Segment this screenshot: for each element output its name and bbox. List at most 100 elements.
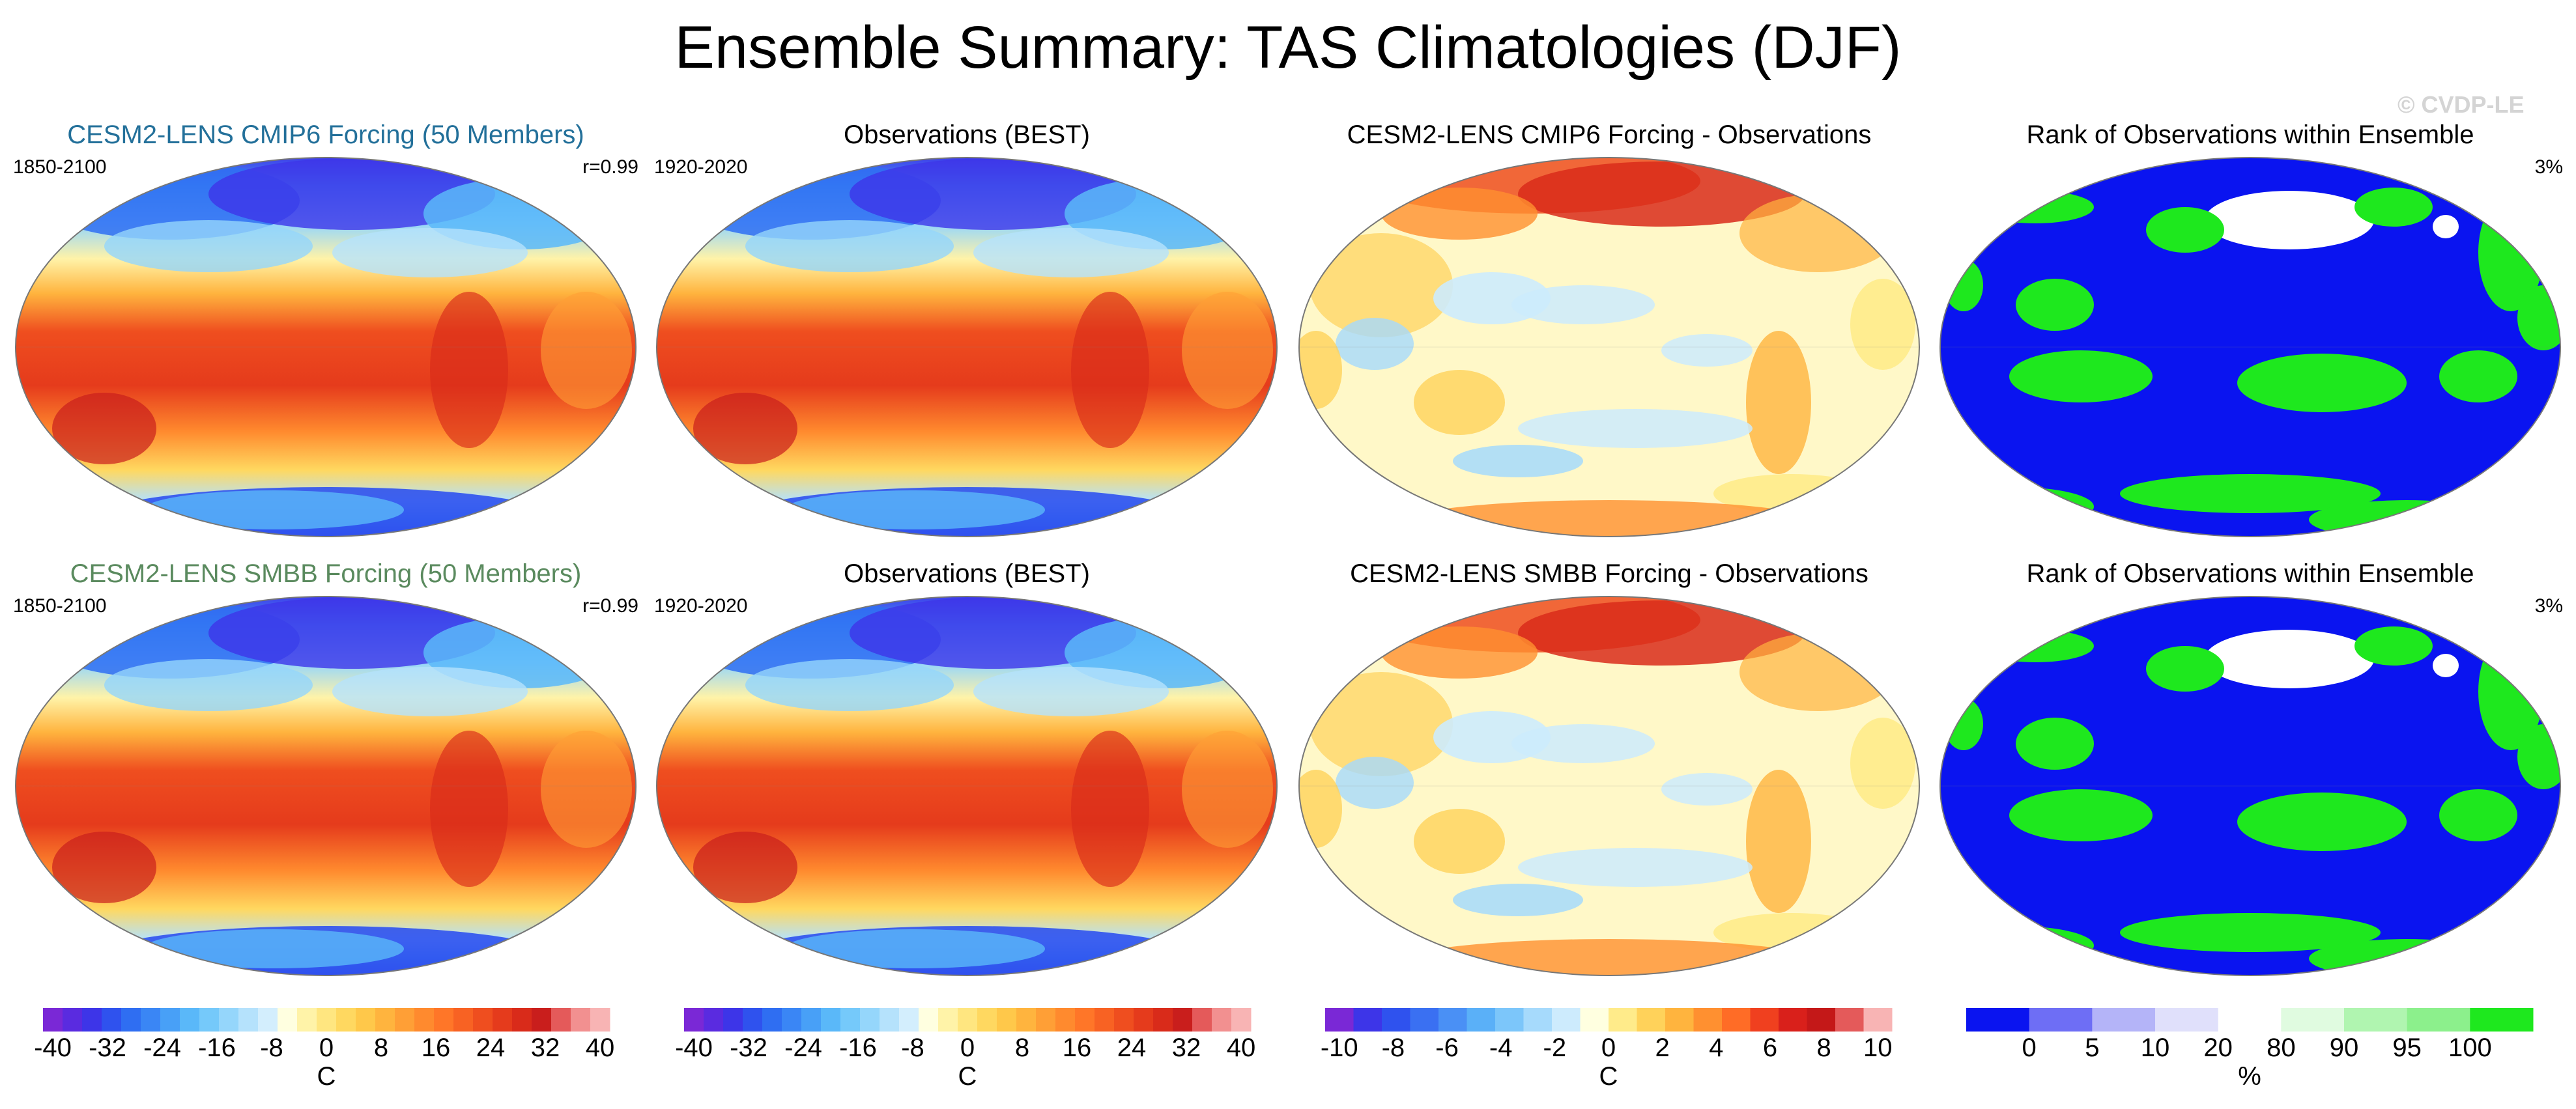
colorbar-tick-label: 32	[1172, 1033, 1201, 1062]
colorbar-swatch	[1665, 1008, 1694, 1032]
colorbar-swatch	[1212, 1008, 1232, 1032]
colorbar-swatch	[121, 1008, 141, 1032]
colorbar-swatch	[512, 1008, 532, 1032]
colorbar-tick-label: 10	[2141, 1033, 2170, 1062]
colorbar-swatch	[141, 1008, 161, 1032]
colorbar-swatch	[395, 1008, 415, 1032]
colorbar-swatch	[160, 1008, 180, 1032]
colorbar: -40 -32 -24 -16 -8 0 8 16 24 32 40 C	[34, 1008, 614, 1091]
colorbar-swatch	[1173, 1008, 1193, 1032]
colorbar-swatch	[1153, 1008, 1173, 1032]
colorbar-swatch	[1637, 1008, 1666, 1032]
colorbar-swatch	[860, 1008, 880, 1032]
colorbar-unit-label: C	[317, 1062, 336, 1091]
colorbar: -10 -8 -6 -4 -2 0 2 4 6 8 10 C	[1321, 1008, 1893, 1091]
colorbar-tick-label: -10	[1321, 1033, 1358, 1062]
colorbar-swatch	[1192, 1008, 1212, 1032]
colorbar-tick-label: 80	[2267, 1033, 2296, 1062]
watermark: © CVDP-LE	[2397, 91, 2525, 118]
colorbar-swatch	[473, 1008, 493, 1032]
panel-title: CESM2-LENS SMBB Forcing - Observations	[1350, 559, 1868, 588]
colorbar-swatch	[1580, 1008, 1609, 1032]
panel-title: CESM2-LENS SMBB Forcing (50 Members)	[70, 559, 582, 588]
colorbar-unit-label: %	[2238, 1062, 2261, 1091]
colorbar-swatch	[102, 1008, 122, 1032]
colorbar-tick-label: 0	[2022, 1033, 2037, 1062]
colorbar-tick-label: -4	[1489, 1033, 1513, 1062]
colorbar-swatch	[453, 1008, 474, 1032]
colorbar-tick-label: 8	[1015, 1033, 1029, 1062]
colorbar-tick-label: -24	[143, 1033, 181, 1062]
colorbar-swatch	[704, 1008, 724, 1032]
colorbar-tick-label: 90	[2330, 1033, 2359, 1062]
colorbar-swatch	[1353, 1008, 1382, 1032]
colorbar-tick-label: 0	[319, 1033, 334, 1062]
panel-stat-label: 3%	[2534, 595, 2563, 617]
colorbar-tick-label: -2	[1543, 1033, 1567, 1062]
colorbar-tick-label: -32	[89, 1033, 126, 1062]
map-climo	[15, 157, 637, 537]
colorbar-unit-label: C	[958, 1062, 977, 1091]
colorbar-tick-label: 4	[1709, 1033, 1723, 1062]
colorbar-tick-label: -8	[1382, 1033, 1405, 1062]
colorbar-tick-label: 20	[2203, 1033, 2233, 1062]
panel-period-label: 1850-2100	[13, 156, 107, 178]
colorbar-swatch	[1055, 1008, 1076, 1032]
map-diff	[1298, 596, 1920, 976]
colorbar-swatch	[899, 1008, 919, 1032]
panel-period-label: 1920-2020	[654, 156, 748, 178]
colorbar-swatch	[1552, 1008, 1581, 1032]
colorbar-swatch	[1114, 1008, 1134, 1032]
panel-period-label: 1920-2020	[654, 595, 748, 617]
colorbar-tick-label: 2	[1655, 1033, 1670, 1062]
panel-stat-label: 3%	[2534, 156, 2563, 178]
colorbar-swatch	[1467, 1008, 1496, 1032]
map-rank	[1939, 157, 2561, 537]
colorbar-swatch	[821, 1008, 841, 1032]
colorbar-swatch	[1438, 1008, 1467, 1032]
colorbar-swatch	[782, 1008, 802, 1032]
colorbar-swatch	[590, 1008, 610, 1032]
map-rank	[1939, 596, 2561, 976]
panel-title: Rank of Observations within Ensemble	[2026, 120, 2474, 149]
panel-stat-label: r=0.99	[582, 595, 638, 617]
panel-stat-label: r=0.99	[582, 156, 638, 178]
colorbar-tick-label: 95	[2392, 1033, 2422, 1062]
colorbar-swatch	[434, 1008, 454, 1032]
colorbar-swatch	[684, 1008, 704, 1032]
colorbar-tick-label: -8	[260, 1033, 283, 1062]
panel-title: CESM2-LENS CMIP6 Forcing (50 Members)	[67, 120, 584, 149]
colorbar-tick-label: 100	[2448, 1033, 2492, 1062]
colorbar-swatch	[82, 1008, 102, 1032]
colorbar-swatch	[997, 1008, 1017, 1032]
colorbar-swatch	[743, 1008, 763, 1032]
colorbar-tick-label: -32	[730, 1033, 767, 1062]
colorbar-swatch	[258, 1008, 278, 1032]
colorbar-swatch	[1722, 1008, 1751, 1032]
map-climo	[656, 157, 1278, 537]
colorbar-tick-label: 24	[476, 1033, 506, 1062]
colorbar-swatch	[1863, 1008, 1893, 1032]
map-climo	[15, 596, 637, 976]
colorbar-swatch	[532, 1008, 552, 1032]
colorbar-swatch	[571, 1008, 591, 1032]
colorbar-swatch	[336, 1008, 356, 1032]
colorbar-swatch	[938, 1008, 958, 1032]
colorbar-swatch	[1495, 1008, 1524, 1032]
colorbar-swatch	[1382, 1008, 1410, 1032]
colorbar-swatch	[919, 1008, 939, 1032]
colorbar-swatch	[1835, 1008, 1864, 1032]
panel-title: Rank of Observations within Ensemble	[2026, 559, 2474, 588]
colorbar-tick-label: -16	[839, 1033, 877, 1062]
colorbar-swatch	[1966, 1008, 2030, 1032]
colorbar-tick-label: -40	[675, 1033, 713, 1062]
colorbar-swatch	[297, 1008, 317, 1032]
colorbar-swatch	[551, 1008, 571, 1032]
colorbar-swatch	[1095, 1008, 1115, 1032]
colorbar-tick-label: -24	[784, 1033, 822, 1062]
colorbar-tick-label: 24	[1117, 1033, 1147, 1062]
colorbar-tick-label: 8	[1816, 1033, 1831, 1062]
colorbar-swatch	[1036, 1008, 1056, 1032]
colorbar: -40 -32 -24 -16 -8 0 8 16 24 32 40 C	[675, 1008, 1255, 1091]
colorbar-swatch	[840, 1008, 861, 1032]
